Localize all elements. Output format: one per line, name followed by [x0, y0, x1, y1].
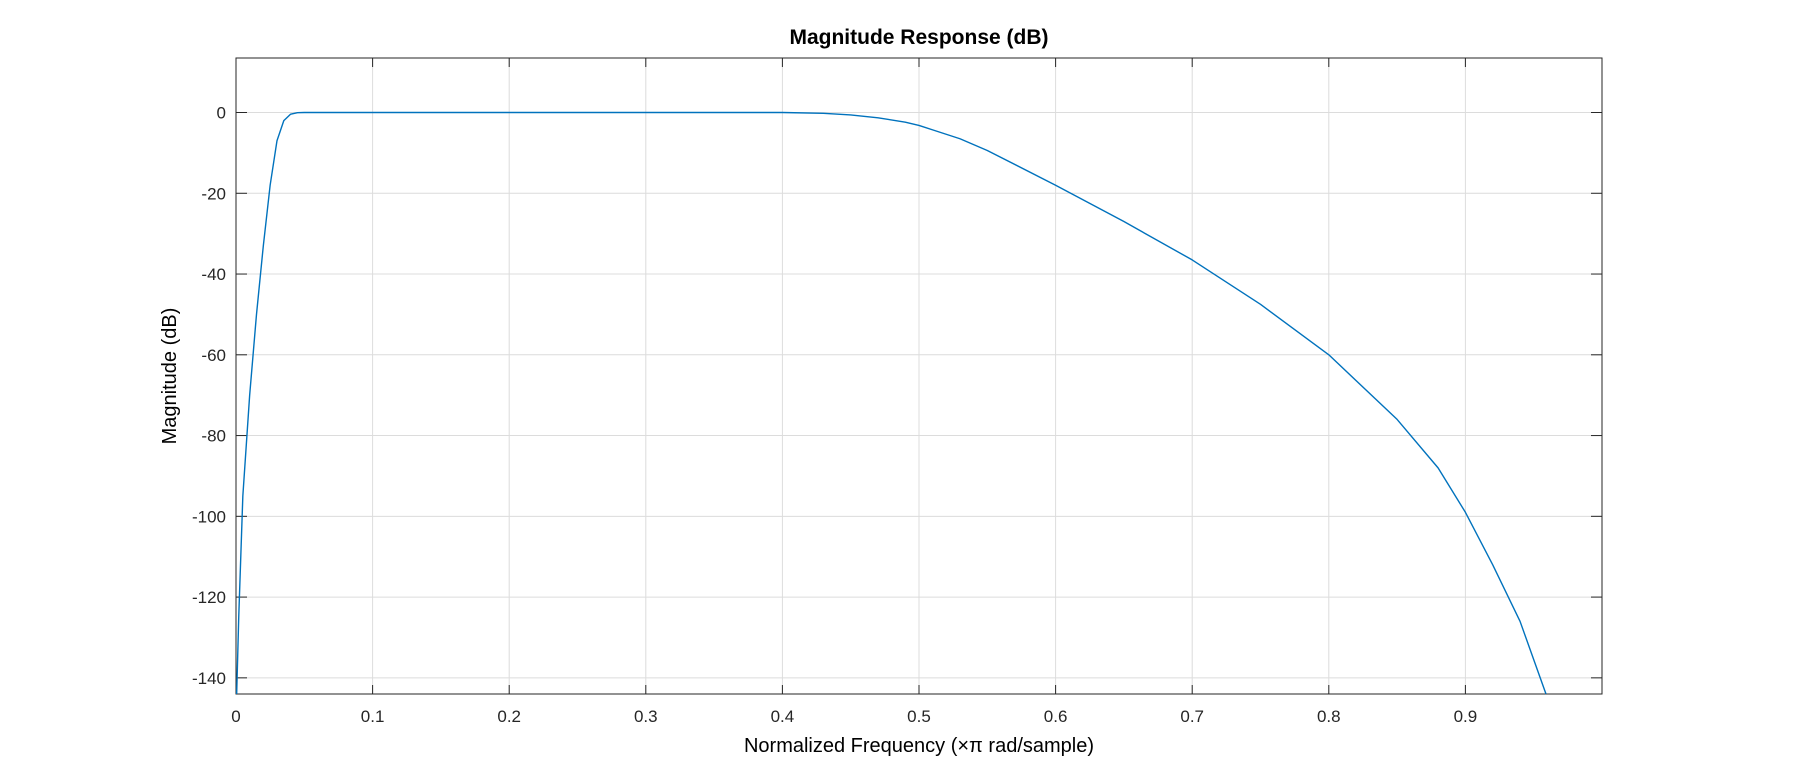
grid	[236, 58, 1602, 694]
x-tick-label: 0.9	[1454, 707, 1478, 726]
ticks: 0 0.1 0.2 0.3 0.4 0.5 0.6 0.7 0.8 0.9 0 -20 -40 -60 -8…	[192, 58, 1602, 726]
chart-title: Magnitude Response (dB)	[789, 26, 1048, 49]
x-tick-label: 0.3	[634, 707, 658, 726]
y-axis-title: Magnitude (dB)	[159, 308, 181, 445]
x-tick-label: 0.2	[497, 707, 521, 726]
y-tick-label: -120	[192, 588, 226, 607]
series-layer	[235, 111, 1547, 695]
x-tick-label: 0.4	[771, 707, 795, 726]
x-axis-title: Normalized Frequency (×π rad/sample)	[744, 735, 1094, 757]
x-tick-label: 0.7	[1180, 707, 1204, 726]
y-tick-label: -80	[201, 427, 226, 446]
y-tick-label: -100	[192, 507, 226, 526]
y-tick-label: 0	[217, 104, 226, 123]
x-tick-label: 0.8	[1317, 707, 1341, 726]
y-tick-label: -20	[201, 184, 226, 203]
y-tick-label: -60	[201, 346, 226, 365]
y-tick-label: -140	[192, 669, 226, 688]
x-tick-label: 0	[231, 707, 240, 726]
x-tick-label: 0.6	[1044, 707, 1068, 726]
y-tick-label: -40	[201, 265, 226, 284]
x-tick-label: 0.5	[907, 707, 931, 726]
magnitude-series-line	[235, 111, 1547, 695]
x-tick-label: 0.1	[361, 707, 385, 726]
